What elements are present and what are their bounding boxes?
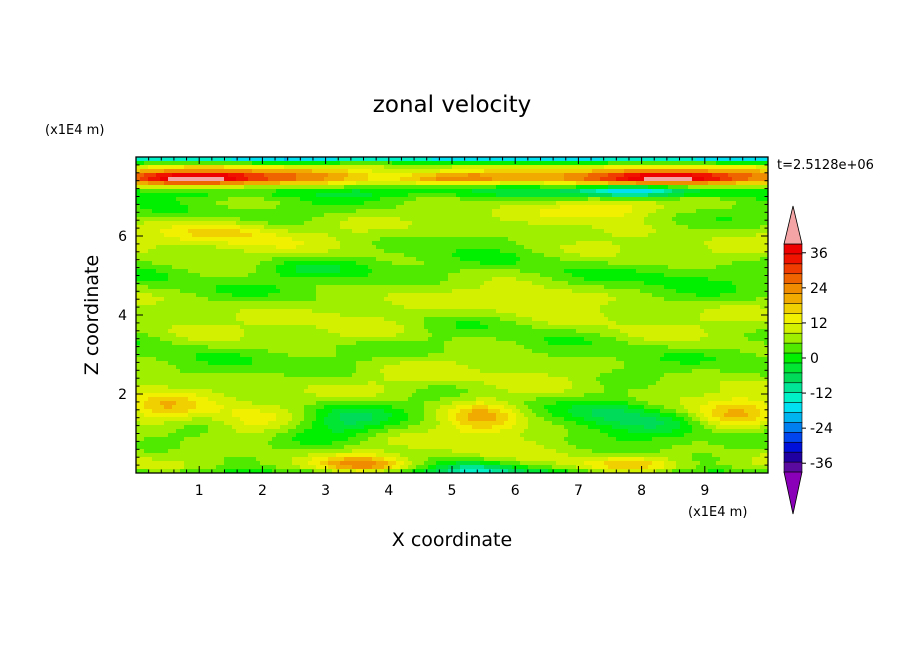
x-tick-label-4: 4 <box>384 483 393 499</box>
colorbar-over-arrow <box>783 205 803 245</box>
time-label: t=2.5128e+06 <box>777 158 874 173</box>
colorbar-tick-label: 12 <box>810 316 828 332</box>
y-tick-label-2: 2 <box>118 387 127 403</box>
x-axis: 1 2 3 4 5 6 7 8 9 <box>135 157 769 499</box>
colorbar-band <box>783 283 803 295</box>
colorbar-band <box>783 372 803 384</box>
colorbar-tick-label: -24 <box>810 421 833 437</box>
colorbar-band <box>783 273 803 285</box>
colorbar-band <box>783 432 803 443</box>
contour-field <box>136 157 768 473</box>
x-tick-label-9: 9 <box>700 483 709 499</box>
y-axis-label: Z coordinate <box>81 255 103 375</box>
y-axis: 2 4 6 <box>118 156 768 474</box>
colorbar-band <box>783 243 803 255</box>
colorbar-band <box>783 451 803 463</box>
colorbar-tick-label: -36 <box>810 456 833 472</box>
colorbar-band <box>783 342 803 354</box>
y-unit-label: (x1E4 m) <box>45 123 104 138</box>
colorbar-band <box>783 461 803 473</box>
colorbar-band <box>783 293 803 305</box>
x-tick-label-2: 2 <box>258 483 267 499</box>
x-axis-label: X coordinate <box>392 529 512 551</box>
x-tick-label-6: 6 <box>511 483 520 499</box>
x-tick-label-8: 8 <box>637 483 646 499</box>
x-tick-label-3: 3 <box>321 483 330 499</box>
x-tick-label-7: 7 <box>574 483 583 499</box>
colorbar-band <box>783 303 803 315</box>
colorbar-band <box>783 323 803 334</box>
colorbar-under-arrow <box>783 471 803 515</box>
x-tick-label-5: 5 <box>448 483 457 499</box>
y-tick-label-6: 6 <box>118 229 127 245</box>
x-tick-label-1: 1 <box>195 483 204 499</box>
colorbar-tick-label: 36 <box>810 246 828 262</box>
colorbar-band <box>783 253 803 265</box>
colorbar-band <box>783 382 803 394</box>
chart-title: zonal velocity <box>373 92 531 118</box>
x-unit-label: (x1E4 m) <box>688 505 747 520</box>
colorbar-band <box>783 441 803 453</box>
y-tick-label-4: 4 <box>118 308 127 324</box>
colorbar-band <box>783 263 803 275</box>
colorbar-tick-label: 0 <box>810 351 819 367</box>
colorbar-band <box>783 422 803 434</box>
colorbar-band <box>783 313 803 325</box>
colorbar: 36 24 12 0 -12 -24 -36 <box>783 205 833 515</box>
colorbar-band <box>783 362 803 374</box>
colorbar-band <box>783 332 803 344</box>
colorbar-band <box>783 402 803 414</box>
colorbar-band <box>783 392 803 404</box>
colorbar-band <box>783 352 803 364</box>
colorbar-tick-label: 24 <box>810 281 828 297</box>
colorbar-band <box>783 412 803 424</box>
colorbar-tick-label: -12 <box>810 386 833 402</box>
